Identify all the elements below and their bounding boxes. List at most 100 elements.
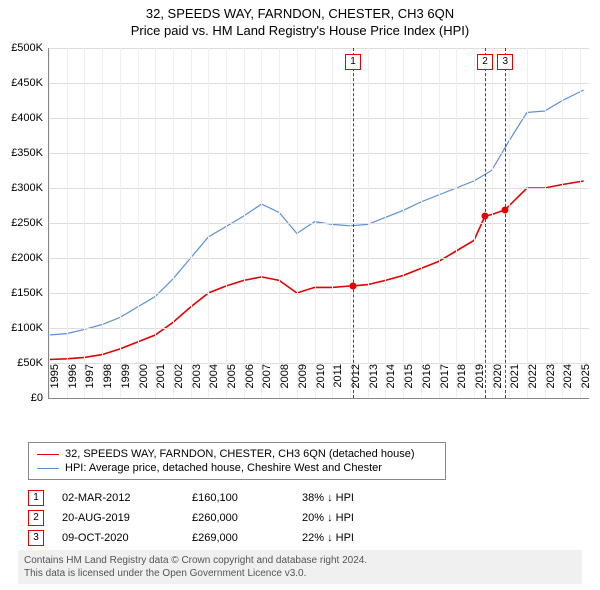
x-gridline bbox=[545, 48, 546, 398]
x-axis-label: 2002 bbox=[173, 364, 185, 404]
y-axis-label: £500K bbox=[11, 42, 43, 54]
x-gridline bbox=[509, 48, 510, 398]
x-axis-label: 1997 bbox=[84, 364, 96, 404]
sale-pct: 22% ↓ HPI bbox=[302, 532, 422, 544]
x-axis-label: 2007 bbox=[261, 364, 273, 404]
y-gridline bbox=[49, 258, 589, 259]
legend-item: 32, SPEEDS WAY, FARNDON, CHESTER, CH3 6Q… bbox=[37, 447, 437, 461]
x-gridline bbox=[279, 48, 280, 398]
x-gridline bbox=[368, 48, 369, 398]
x-gridline bbox=[474, 48, 475, 398]
x-axis-label: 2014 bbox=[385, 364, 397, 404]
sale-date: 02-MAR-2012 bbox=[62, 492, 192, 504]
y-axis-label: £200K bbox=[11, 252, 43, 264]
x-axis-label: 2005 bbox=[226, 364, 238, 404]
x-axis-label: 1995 bbox=[49, 364, 61, 404]
x-gridline bbox=[173, 48, 174, 398]
y-gridline bbox=[49, 223, 589, 224]
sale-marker-box: 2 bbox=[477, 54, 493, 70]
x-axis-label: 2011 bbox=[332, 364, 344, 404]
x-gridline bbox=[421, 48, 422, 398]
x-axis-label: 2016 bbox=[421, 364, 433, 404]
y-gridline bbox=[49, 83, 589, 84]
x-axis-label: 2022 bbox=[527, 364, 539, 404]
x-gridline bbox=[332, 48, 333, 398]
sale-datapoint bbox=[502, 206, 509, 213]
sale-row: 1 02-MAR-2012£160,10038% ↓ HPI bbox=[28, 488, 422, 508]
sale-price: £160,100 bbox=[192, 492, 302, 504]
x-gridline bbox=[385, 48, 386, 398]
y-axis-label: £0 bbox=[31, 392, 43, 404]
x-gridline bbox=[261, 48, 262, 398]
x-axis-label: 2024 bbox=[562, 364, 574, 404]
y-axis-label: £150K bbox=[11, 287, 43, 299]
y-axis-label: £50K bbox=[17, 357, 43, 369]
sale-row-marker: 3 bbox=[28, 530, 44, 546]
x-gridline bbox=[580, 48, 581, 398]
sale-row: 220-AUG-2019£260,00020% ↓ HPI bbox=[28, 508, 422, 528]
sale-row: 309-OCT-2020£269,00022% ↓ HPI bbox=[28, 528, 422, 548]
y-gridline bbox=[49, 293, 589, 294]
sale-row-marker: 1 bbox=[28, 490, 44, 506]
x-gridline bbox=[350, 48, 351, 398]
x-axis-label: 1999 bbox=[120, 364, 132, 404]
x-gridline bbox=[562, 48, 563, 398]
x-axis-label: 1998 bbox=[102, 364, 114, 404]
x-axis-label: 2017 bbox=[439, 364, 451, 404]
x-gridline bbox=[403, 48, 404, 398]
x-axis-label: 2012 bbox=[350, 364, 362, 404]
y-axis-label: £350K bbox=[11, 147, 43, 159]
x-gridline bbox=[297, 48, 298, 398]
sale-price: £260,000 bbox=[192, 512, 302, 524]
x-gridline bbox=[208, 48, 209, 398]
chart-subtitle: Price paid vs. HM Land Registry's House … bbox=[0, 21, 600, 38]
sale-pct: 20% ↓ HPI bbox=[302, 512, 422, 524]
y-gridline bbox=[49, 48, 589, 49]
sale-pct: 38% ↓ HPI bbox=[302, 492, 422, 504]
sale-date: 20-AUG-2019 bbox=[62, 512, 192, 524]
x-gridline bbox=[244, 48, 245, 398]
x-axis-label: 2018 bbox=[456, 364, 468, 404]
footer-attribution: Contains HM Land Registry data © Crown c… bbox=[18, 550, 582, 584]
x-axis-label: 2013 bbox=[368, 364, 380, 404]
sale-marker-line bbox=[505, 48, 506, 398]
sale-datapoint bbox=[349, 282, 356, 289]
x-gridline bbox=[49, 48, 50, 398]
sale-date: 09-OCT-2020 bbox=[62, 532, 192, 544]
y-axis-label: £100K bbox=[11, 322, 43, 334]
x-axis-label: 2006 bbox=[244, 364, 256, 404]
y-gridline bbox=[49, 188, 589, 189]
plot-area: £0£50K£100K£150K£200K£250K£300K£350K£400… bbox=[48, 48, 589, 399]
x-gridline bbox=[102, 48, 103, 398]
x-axis-label: 1996 bbox=[67, 364, 79, 404]
x-axis-label: 2020 bbox=[492, 364, 504, 404]
y-axis-label: £450K bbox=[11, 77, 43, 89]
x-gridline bbox=[456, 48, 457, 398]
sale-marker-line bbox=[485, 48, 486, 398]
legend-swatch bbox=[37, 468, 59, 469]
x-axis-label: 2025 bbox=[580, 364, 592, 404]
x-gridline bbox=[120, 48, 121, 398]
x-axis-label: 2000 bbox=[138, 364, 150, 404]
x-gridline bbox=[315, 48, 316, 398]
x-axis-label: 2001 bbox=[155, 364, 167, 404]
y-axis-label: £300K bbox=[11, 182, 43, 194]
x-axis-label: 2008 bbox=[279, 364, 291, 404]
chart-container: 32, SPEEDS WAY, FARNDON, CHESTER, CH3 6Q… bbox=[0, 0, 600, 590]
x-gridline bbox=[226, 48, 227, 398]
x-gridline bbox=[527, 48, 528, 398]
sale-datapoint bbox=[482, 213, 489, 220]
y-gridline bbox=[49, 118, 589, 119]
x-axis-label: 2004 bbox=[208, 364, 220, 404]
x-gridline bbox=[138, 48, 139, 398]
x-gridline bbox=[84, 48, 85, 398]
sale-marker-box: 1 bbox=[345, 54, 361, 70]
chart-title: 32, SPEEDS WAY, FARNDON, CHESTER, CH3 6Q… bbox=[0, 0, 600, 21]
legend: 32, SPEEDS WAY, FARNDON, CHESTER, CH3 6Q… bbox=[28, 442, 446, 480]
sale-marker-box: 3 bbox=[497, 54, 513, 70]
x-gridline bbox=[439, 48, 440, 398]
footer-line-1: Contains HM Land Registry data © Crown c… bbox=[24, 554, 576, 567]
legend-label: HPI: Average price, detached house, Ches… bbox=[65, 462, 382, 474]
legend-swatch bbox=[37, 454, 59, 455]
chart-area: £0£50K£100K£150K£200K£250K£300K£350K£400… bbox=[48, 48, 588, 398]
